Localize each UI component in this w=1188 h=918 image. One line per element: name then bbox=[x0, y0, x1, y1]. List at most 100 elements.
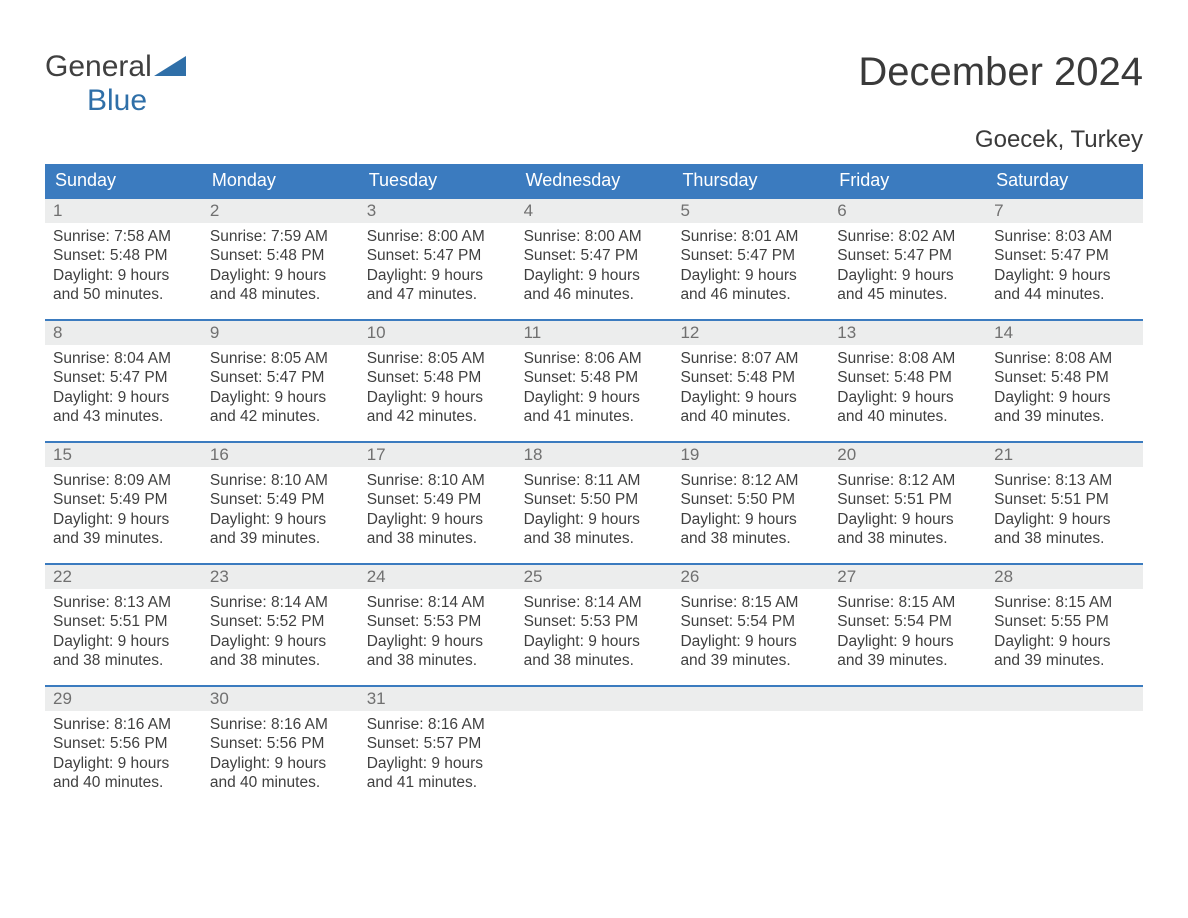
day-line: Daylight: 9 hours bbox=[994, 510, 1135, 529]
day-cell: 9Sunrise: 8:05 AMSunset: 5:47 PMDaylight… bbox=[202, 321, 359, 441]
day-cell: 21Sunrise: 8:13 AMSunset: 5:51 PMDayligh… bbox=[986, 443, 1143, 563]
day-number: 3 bbox=[359, 199, 516, 223]
day-line: Sunset: 5:52 PM bbox=[210, 612, 351, 631]
day-line: and 40 minutes. bbox=[53, 773, 194, 792]
day-body: Sunrise: 8:06 AMSunset: 5:48 PMDaylight:… bbox=[516, 345, 673, 435]
dow-cell: Tuesday bbox=[359, 164, 516, 197]
day-line: Daylight: 9 hours bbox=[367, 388, 508, 407]
day-line: and 46 minutes. bbox=[680, 285, 821, 304]
day-number: 31 bbox=[359, 687, 516, 711]
day-line: Sunset: 5:48 PM bbox=[837, 368, 978, 387]
day-cell: 15Sunrise: 8:09 AMSunset: 5:49 PMDayligh… bbox=[45, 443, 202, 563]
day-line: Daylight: 9 hours bbox=[53, 632, 194, 651]
day-line: Sunset: 5:49 PM bbox=[210, 490, 351, 509]
day-cell: 2Sunrise: 7:59 AMSunset: 5:48 PMDaylight… bbox=[202, 199, 359, 319]
day-line: and 38 minutes. bbox=[524, 651, 665, 670]
day-cell: 1Sunrise: 7:58 AMSunset: 5:48 PMDaylight… bbox=[45, 199, 202, 319]
day-number: 2 bbox=[202, 199, 359, 223]
day-line: Sunrise: 8:12 AM bbox=[680, 471, 821, 490]
day-body: Sunrise: 8:00 AMSunset: 5:47 PMDaylight:… bbox=[359, 223, 516, 313]
day-line: Daylight: 9 hours bbox=[210, 388, 351, 407]
day-number: 10 bbox=[359, 321, 516, 345]
day-line: Sunset: 5:47 PM bbox=[524, 246, 665, 265]
day-cell: 14Sunrise: 8:08 AMSunset: 5:48 PMDayligh… bbox=[986, 321, 1143, 441]
day-cell: 5Sunrise: 8:01 AMSunset: 5:47 PMDaylight… bbox=[672, 199, 829, 319]
day-line: Sunset: 5:47 PM bbox=[53, 368, 194, 387]
day-line: and 38 minutes. bbox=[994, 529, 1135, 548]
dow-cell: Friday bbox=[829, 164, 986, 197]
day-cell: 23Sunrise: 8:14 AMSunset: 5:52 PMDayligh… bbox=[202, 565, 359, 685]
day-line: Daylight: 9 hours bbox=[837, 632, 978, 651]
day-body: Sunrise: 8:01 AMSunset: 5:47 PMDaylight:… bbox=[672, 223, 829, 313]
day-cell: 27Sunrise: 8:15 AMSunset: 5:54 PMDayligh… bbox=[829, 565, 986, 685]
day-line: Sunset: 5:47 PM bbox=[994, 246, 1135, 265]
day-line: and 40 minutes. bbox=[210, 773, 351, 792]
days-of-week-row: SundayMondayTuesdayWednesdayThursdayFrid… bbox=[45, 164, 1143, 197]
day-body: Sunrise: 8:16 AMSunset: 5:57 PMDaylight:… bbox=[359, 711, 516, 801]
day-line: Sunrise: 8:16 AM bbox=[53, 715, 194, 734]
day-line: Sunrise: 8:08 AM bbox=[837, 349, 978, 368]
day-line: Sunrise: 8:13 AM bbox=[53, 593, 194, 612]
day-line: Sunrise: 8:08 AM bbox=[994, 349, 1135, 368]
day-line: Daylight: 9 hours bbox=[210, 754, 351, 773]
day-number: 11 bbox=[516, 321, 673, 345]
dow-cell: Saturday bbox=[986, 164, 1143, 197]
day-line: Sunrise: 8:03 AM bbox=[994, 227, 1135, 246]
day-number: 6 bbox=[829, 199, 986, 223]
day-cell bbox=[986, 687, 1143, 807]
day-line: Sunrise: 8:00 AM bbox=[524, 227, 665, 246]
day-line: and 45 minutes. bbox=[837, 285, 978, 304]
day-body: Sunrise: 7:58 AMSunset: 5:48 PMDaylight:… bbox=[45, 223, 202, 313]
logo-part1: General bbox=[45, 50, 152, 83]
logo-part2: Blue bbox=[87, 84, 147, 117]
day-line: and 50 minutes. bbox=[53, 285, 194, 304]
day-line: Sunrise: 8:04 AM bbox=[53, 349, 194, 368]
day-line: Sunrise: 8:15 AM bbox=[837, 593, 978, 612]
day-number: 15 bbox=[45, 443, 202, 467]
day-number: 13 bbox=[829, 321, 986, 345]
day-line: Daylight: 9 hours bbox=[837, 266, 978, 285]
day-body: Sunrise: 8:13 AMSunset: 5:51 PMDaylight:… bbox=[45, 589, 202, 679]
title-block: December 2024 bbox=[858, 50, 1143, 95]
day-cell: 11Sunrise: 8:06 AMSunset: 5:48 PMDayligh… bbox=[516, 321, 673, 441]
week-row: 1Sunrise: 7:58 AMSunset: 5:48 PMDaylight… bbox=[45, 197, 1143, 319]
logo: General Blue bbox=[45, 50, 186, 118]
day-body: Sunrise: 8:15 AMSunset: 5:55 PMDaylight:… bbox=[986, 589, 1143, 679]
day-cell: 12Sunrise: 8:07 AMSunset: 5:48 PMDayligh… bbox=[672, 321, 829, 441]
day-body: Sunrise: 8:08 AMSunset: 5:48 PMDaylight:… bbox=[986, 345, 1143, 435]
day-line: Sunset: 5:51 PM bbox=[994, 490, 1135, 509]
day-cell: 24Sunrise: 8:14 AMSunset: 5:53 PMDayligh… bbox=[359, 565, 516, 685]
day-number: 27 bbox=[829, 565, 986, 589]
day-body: Sunrise: 8:04 AMSunset: 5:47 PMDaylight:… bbox=[45, 345, 202, 435]
day-number: 21 bbox=[986, 443, 1143, 467]
day-number: 16 bbox=[202, 443, 359, 467]
day-line: Sunset: 5:48 PM bbox=[367, 368, 508, 387]
week-row: 22Sunrise: 8:13 AMSunset: 5:51 PMDayligh… bbox=[45, 563, 1143, 685]
day-line: and 38 minutes. bbox=[837, 529, 978, 548]
day-line: Sunset: 5:48 PM bbox=[53, 246, 194, 265]
dow-cell: Monday bbox=[202, 164, 359, 197]
day-line: Sunset: 5:47 PM bbox=[367, 246, 508, 265]
day-line: Daylight: 9 hours bbox=[367, 510, 508, 529]
day-body: Sunrise: 8:05 AMSunset: 5:48 PMDaylight:… bbox=[359, 345, 516, 435]
day-line: Sunset: 5:49 PM bbox=[53, 490, 194, 509]
day-line: Sunset: 5:51 PM bbox=[837, 490, 978, 509]
day-cell: 8Sunrise: 8:04 AMSunset: 5:47 PMDaylight… bbox=[45, 321, 202, 441]
day-line: Daylight: 9 hours bbox=[524, 632, 665, 651]
day-cell: 29Sunrise: 8:16 AMSunset: 5:56 PMDayligh… bbox=[45, 687, 202, 807]
day-line: and 38 minutes. bbox=[367, 529, 508, 548]
day-line: and 38 minutes. bbox=[367, 651, 508, 670]
day-number bbox=[829, 687, 986, 711]
day-body: Sunrise: 8:02 AMSunset: 5:47 PMDaylight:… bbox=[829, 223, 986, 313]
day-cell: 4Sunrise: 8:00 AMSunset: 5:47 PMDaylight… bbox=[516, 199, 673, 319]
day-body: Sunrise: 8:09 AMSunset: 5:49 PMDaylight:… bbox=[45, 467, 202, 557]
day-line: and 48 minutes. bbox=[210, 285, 351, 304]
day-number bbox=[516, 687, 673, 711]
day-cell: 7Sunrise: 8:03 AMSunset: 5:47 PMDaylight… bbox=[986, 199, 1143, 319]
day-line: and 42 minutes. bbox=[367, 407, 508, 426]
day-line: Daylight: 9 hours bbox=[210, 632, 351, 651]
day-body: Sunrise: 8:10 AMSunset: 5:49 PMDaylight:… bbox=[359, 467, 516, 557]
day-cell bbox=[829, 687, 986, 807]
day-number: 22 bbox=[45, 565, 202, 589]
day-line: Daylight: 9 hours bbox=[994, 388, 1135, 407]
